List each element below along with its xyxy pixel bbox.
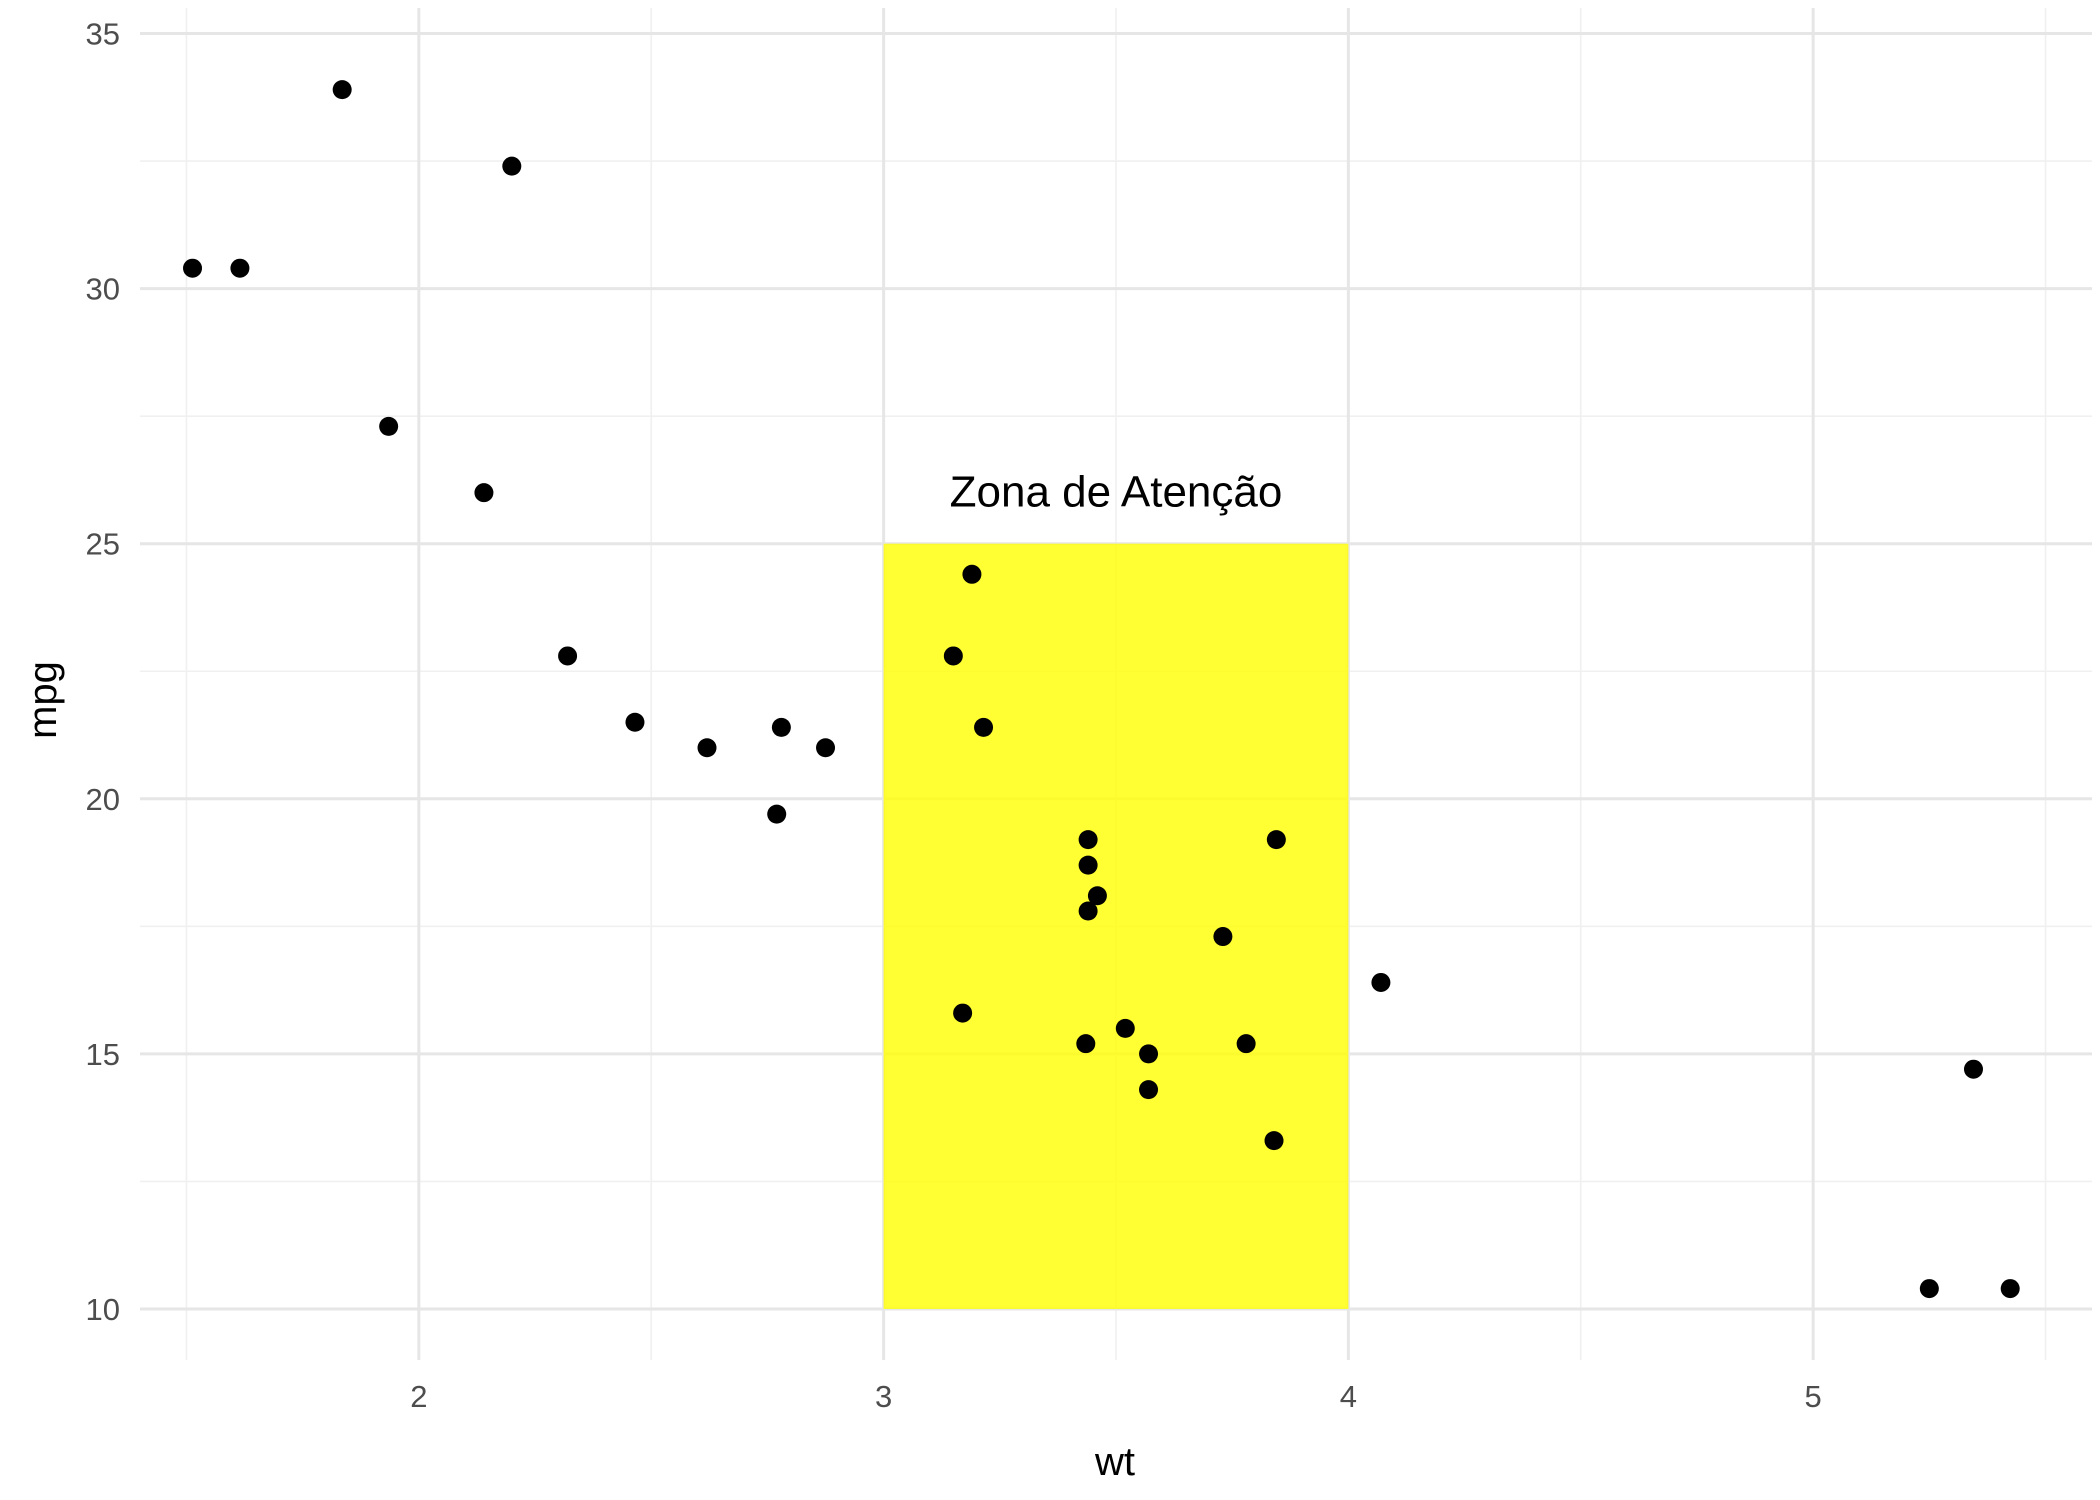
data-point [1236, 1034, 1256, 1054]
y-tick-label: 35 [86, 17, 120, 52]
points-layer [183, 80, 2020, 1299]
data-point [1963, 1059, 1983, 1079]
data-point [962, 564, 982, 584]
data-point [379, 416, 399, 436]
data-point [183, 258, 203, 278]
y-axis-tick-labels: 10 15 20 25 30 35 [86, 17, 120, 1327]
x-tick-label: 2 [410, 1379, 427, 1414]
y-tick-label: 15 [86, 1037, 120, 1072]
y-tick-label: 30 [86, 272, 120, 307]
data-point [1076, 1034, 1096, 1054]
data-point [943, 646, 963, 666]
data-point [1139, 1044, 1159, 1064]
highlight-zone [883, 543, 1349, 1309]
x-tick-label: 3 [875, 1379, 892, 1414]
x-axis-tick-labels: 2 3 4 5 [410, 1379, 1822, 1414]
y-axis-title: mpg [21, 661, 65, 739]
x-tick-label: 4 [1340, 1379, 1357, 1414]
y-tick-label: 25 [86, 527, 120, 562]
data-point [816, 738, 836, 758]
data-point [1078, 855, 1098, 875]
data-point [332, 80, 352, 100]
data-point [1078, 901, 1098, 921]
data-point [502, 156, 522, 176]
data-point [1139, 1080, 1159, 1100]
data-point [771, 717, 791, 737]
data-point [230, 258, 250, 278]
data-point [1264, 1131, 1284, 1151]
data-point [1213, 927, 1233, 947]
data-point [1371, 972, 1391, 992]
data-point [2000, 1279, 2020, 1299]
data-point [625, 712, 645, 732]
data-point [974, 717, 994, 737]
data-point [1266, 830, 1286, 850]
data-point [767, 804, 787, 824]
data-point [1078, 830, 1098, 850]
data-point [1919, 1279, 1939, 1299]
data-point [953, 1003, 973, 1023]
data-point [474, 483, 494, 503]
highlight-layer: Zona de Atenção [883, 468, 1349, 1309]
y-tick-label: 10 [86, 1292, 120, 1327]
data-point [1087, 886, 1107, 906]
y-tick-label: 20 [86, 782, 120, 817]
data-point [1115, 1018, 1135, 1038]
highlight-zone-label: Zona de Atenção [950, 468, 1283, 517]
data-point [558, 646, 578, 666]
data-point [697, 738, 717, 758]
x-axis-title: wt [1094, 1440, 1135, 1484]
x-tick-label: 5 [1805, 1379, 1822, 1414]
